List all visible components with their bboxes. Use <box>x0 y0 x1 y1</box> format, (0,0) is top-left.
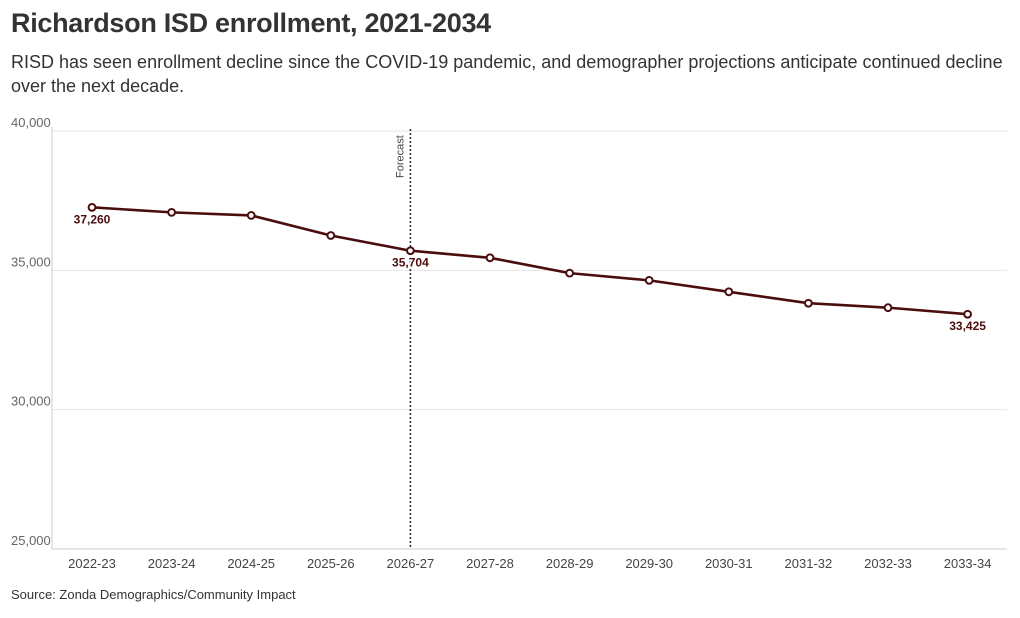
y-tick-label: 35,000 <box>11 254 51 269</box>
data-point <box>963 309 972 319</box>
data-point <box>485 253 495 263</box>
chart-title: Richardson ISD enrollment, 2021-2034 <box>11 8 491 38</box>
x-tick-label: 2033-34 <box>944 556 992 571</box>
data-point <box>326 231 336 240</box>
data-point <box>565 268 574 278</box>
x-tick-label: 2025-26 <box>307 556 355 571</box>
x-tick-label: 2028-29 <box>546 556 594 571</box>
data-label: 37,260 <box>74 212 111 226</box>
x-tick-label: 2029-30 <box>625 556 673 571</box>
x-tick-label: 2027-28 <box>466 556 514 571</box>
data-point <box>883 303 893 313</box>
chart-subtitle: RISD has seen enrollment decline since t… <box>11 52 1003 96</box>
x-tick-label: 2031-32 <box>785 556 833 571</box>
x-tick-label: 2032-33 <box>864 556 912 571</box>
data-point <box>724 287 734 297</box>
data-label: 35,704 <box>392 256 429 270</box>
y-tick-label: 25,000 <box>11 533 51 548</box>
data-point <box>167 207 177 217</box>
x-tick-label: 2026-27 <box>387 556 435 571</box>
source-note: Source: Zonda Demographics/Community Imp… <box>11 587 296 602</box>
data-point <box>644 275 654 285</box>
series-line <box>91 206 968 316</box>
data-label: 33,425 <box>949 319 986 333</box>
data-point <box>87 202 97 212</box>
x-tick-label: 2030-31 <box>705 556 753 571</box>
data-point <box>804 298 813 308</box>
forecast-label: Forecast <box>394 135 406 178</box>
x-tick-label: 2022-23 <box>68 556 116 571</box>
y-tick-label: 30,000 <box>11 394 51 409</box>
x-tick-label: 2023-24 <box>148 556 196 571</box>
data-point <box>406 246 415 256</box>
x-tick-label: 2024-25 <box>227 556 275 571</box>
data-point <box>246 211 256 220</box>
y-tick-label: 40,000 <box>11 115 51 130</box>
